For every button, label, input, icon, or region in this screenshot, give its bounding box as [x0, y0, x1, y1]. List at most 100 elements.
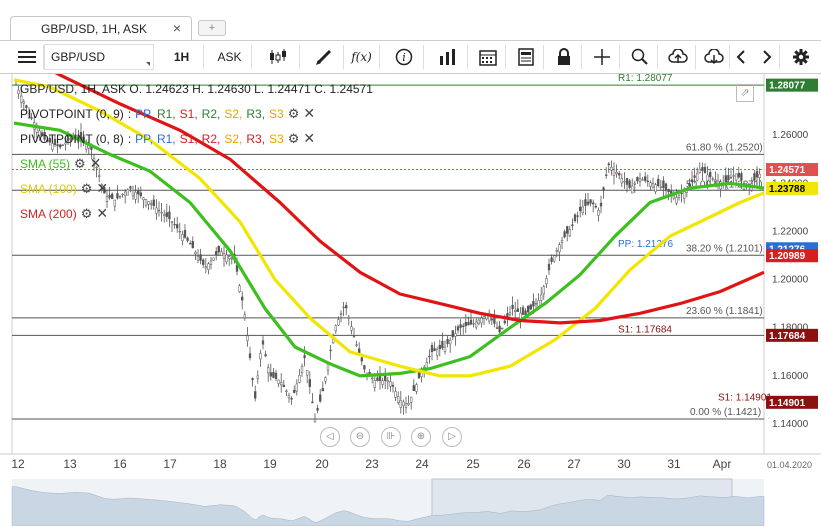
candle-body — [241, 296, 244, 301]
calendar-icon[interactable] — [470, 45, 506, 69]
candle-body — [373, 380, 376, 388]
pivot2-r1: R1, — [156, 131, 176, 146]
pivot2-r2: R2, — [201, 131, 221, 146]
candle-body — [696, 173, 699, 181]
candle-body — [683, 190, 686, 199]
expand-icon[interactable]: ⇗ — [736, 84, 754, 102]
pivot-legend-1: PIVOTPOINT (0, 9) : PP, R1, S1, R2, S2, … — [20, 105, 316, 121]
candle-body — [690, 179, 694, 182]
add-tab-button[interactable]: + — [198, 20, 226, 36]
price-type-select[interactable]: ASK — [208, 45, 252, 69]
candle-body — [532, 301, 535, 307]
candle-body — [334, 325, 337, 332]
pivot1-r2: R2, — [201, 106, 221, 121]
candle-body — [659, 186, 662, 188]
pivot2-r3: R3, — [246, 131, 266, 146]
candle-body — [124, 191, 127, 197]
chart-area[interactable]: R1: 1.28077 61.80 % (1.2520) 50.00 % (1.23… — [0, 74, 821, 526]
download-icon[interactable] — [698, 45, 730, 69]
fx-icon[interactable]: f(x) — [344, 45, 380, 69]
candle-body — [672, 195, 675, 199]
info-icon[interactable]: i — [384, 45, 424, 69]
pen-icon[interactable] — [304, 45, 344, 69]
fit-button[interactable]: ⊪ — [381, 427, 401, 447]
pivot2-remove-icon[interactable]: ✕ — [303, 130, 316, 146]
candle-body — [693, 175, 696, 178]
upload-icon[interactable] — [660, 45, 696, 69]
candle-body — [306, 370, 309, 376]
zoom-icon[interactable] — [622, 45, 658, 69]
time-tick-label: 19 — [263, 457, 277, 471]
candle-body — [547, 263, 551, 271]
candle-body — [433, 348, 436, 352]
symbol-select[interactable]: GBP/USD — [44, 44, 154, 70]
chevron-left-icon[interactable] — [730, 45, 752, 69]
sma55-line — [13, 121, 765, 378]
candle-body — [498, 325, 501, 333]
candle-body — [610, 167, 613, 171]
timeframe-select[interactable]: 1H — [160, 45, 204, 69]
menu-icon[interactable] — [10, 45, 44, 69]
tab-bar: GBP/USD, 1H, ASK × + — [0, 0, 821, 40]
pivot2-s2: S2, — [224, 131, 243, 146]
sma55-settings-icon[interactable]: ⚙ — [74, 155, 86, 171]
gear-icon[interactable] — [786, 45, 816, 69]
candle-body — [191, 241, 194, 249]
price-box — [766, 163, 818, 177]
candle-body — [381, 380, 384, 385]
candle-body — [628, 180, 631, 188]
candle-body — [482, 315, 486, 319]
candle-body — [189, 243, 192, 245]
sma200-remove-icon[interactable]: ✕ — [96, 205, 109, 221]
chart-tab[interactable]: GBP/USD, 1H, ASK × — [10, 16, 192, 40]
candle-body — [568, 229, 571, 237]
candlestick-icon[interactable] — [256, 45, 300, 69]
pivot2-settings-icon[interactable]: ⚙ — [287, 130, 300, 146]
candle-body — [521, 307, 525, 315]
candle-body — [339, 313, 343, 315]
candle-body — [204, 266, 207, 269]
candle-body — [586, 201, 590, 205]
table-icon[interactable] — [508, 45, 544, 69]
scroll-left-button[interactable]: ◁ — [320, 427, 340, 447]
candle-body — [558, 244, 561, 253]
zoom-out-button[interactable]: ⊖ — [350, 427, 370, 447]
sma100-settings-icon[interactable]: ⚙ — [80, 180, 93, 196]
candle-body — [545, 278, 548, 285]
candle-body — [202, 259, 205, 265]
candle-body — [207, 263, 210, 270]
price-box — [766, 395, 818, 409]
candle-body — [602, 187, 605, 191]
time-axis-date: 01.04.2020 — [767, 460, 812, 470]
candle-body — [391, 384, 395, 387]
scroll-right-button[interactable]: ▷ — [442, 427, 462, 447]
close-tab-icon[interactable]: × — [172, 20, 181, 36]
pivot2-pp: PP, — [135, 131, 153, 146]
lock-icon[interactable] — [546, 45, 582, 69]
candle-body — [662, 180, 665, 189]
candle-body — [451, 330, 454, 338]
candle-body — [121, 193, 124, 196]
candle-body — [300, 366, 304, 373]
candle-body — [412, 385, 415, 392]
price-box — [766, 249, 818, 263]
pivot1-pp: PP, — [135, 106, 153, 121]
bar-chart-icon[interactable] — [428, 45, 468, 69]
candle-body — [454, 333, 457, 337]
sma100-remove-icon[interactable]: ✕ — [96, 180, 109, 196]
candle-body — [311, 401, 314, 404]
candle-body — [698, 168, 701, 173]
sma55-remove-icon[interactable]: ✕ — [89, 155, 102, 171]
zoom-in-button[interactable]: ⊕ — [411, 427, 431, 447]
candle-body — [290, 398, 293, 400]
pivot1-settings-icon[interactable]: ⚙ — [287, 105, 300, 121]
candle-body — [540, 294, 543, 301]
s1-label-b: S1: 1.14901 — [718, 392, 772, 403]
sma200-settings-icon[interactable]: ⚙ — [80, 205, 93, 221]
chevron-right-icon[interactable] — [754, 45, 780, 69]
crosshair-icon[interactable] — [584, 45, 620, 69]
pivot1-remove-icon[interactable]: ✕ — [303, 105, 316, 121]
candle-body — [597, 209, 600, 216]
price-type-value: ASK — [217, 50, 242, 64]
